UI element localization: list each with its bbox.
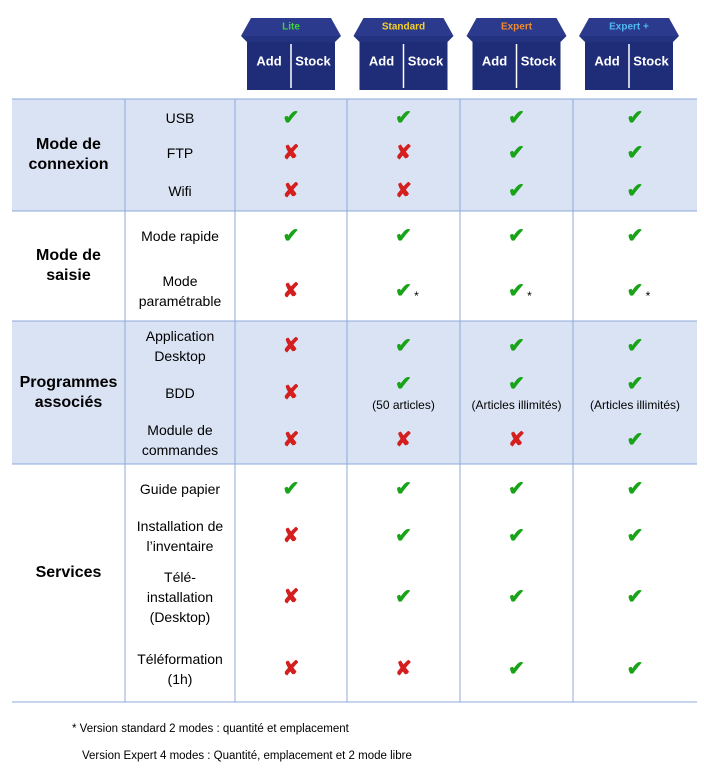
logo-word: Stock bbox=[521, 53, 557, 68]
check-mark: ✔ bbox=[395, 280, 412, 302]
check-mark: ✔ bbox=[626, 478, 644, 500]
box-flap bbox=[466, 36, 567, 42]
box-flap bbox=[579, 36, 679, 42]
check-mark: ✔ bbox=[626, 280, 644, 302]
box-flap bbox=[241, 36, 341, 42]
cross-mark: ✘ bbox=[282, 280, 300, 302]
feature-label: Application Desktop bbox=[145, 328, 215, 364]
cross-mark: ✘ bbox=[282, 586, 300, 608]
logo-word: Add bbox=[369, 53, 394, 68]
feature-label: BDD bbox=[165, 385, 195, 401]
cross-mark: ✘ bbox=[282, 382, 300, 404]
cross-mark: ✘ bbox=[282, 428, 300, 451]
logo-word: Add bbox=[482, 53, 507, 68]
group-title: Services bbox=[35, 564, 102, 581]
group-title: Mode de saisie bbox=[36, 247, 101, 284]
feature-label: Installation de l’inventaire bbox=[136, 518, 224, 554]
check-mark: ✔ bbox=[508, 586, 525, 608]
box-flap bbox=[353, 36, 454, 42]
check-mark: ✔ bbox=[395, 106, 412, 129]
note-asterisk: * bbox=[645, 289, 651, 303]
check-mark: ✔ bbox=[395, 586, 412, 608]
check-mark: ✔ bbox=[626, 179, 644, 202]
check-mark: ✔ bbox=[395, 478, 412, 500]
check-mark: ✔ bbox=[626, 142, 644, 164]
feature-label: Télé- installation (Desktop) bbox=[146, 569, 214, 625]
feature-label: USB bbox=[165, 109, 195, 126]
check-mark: ✔ bbox=[395, 335, 412, 357]
plan-label: Lite bbox=[282, 22, 300, 33]
check-mark: ✔ bbox=[395, 373, 412, 395]
feature-label: Mode paramétrable bbox=[138, 273, 222, 309]
cell-note: (50 articles) bbox=[372, 398, 435, 412]
cross-mark: ✘ bbox=[282, 525, 300, 547]
check-mark: ✔ bbox=[626, 373, 644, 395]
plan-label: Expert bbox=[501, 22, 533, 33]
section-bg bbox=[12, 211, 697, 321]
check-mark: ✔ bbox=[508, 658, 525, 680]
cross-mark: ✘ bbox=[395, 179, 412, 202]
cross-mark: ✘ bbox=[282, 335, 300, 357]
check-mark: ✔ bbox=[282, 106, 300, 129]
check-mark: ✔ bbox=[508, 106, 525, 129]
box-lid bbox=[353, 18, 454, 36]
box-lid bbox=[579, 18, 679, 36]
box-lid bbox=[466, 18, 567, 36]
note-asterisk: * bbox=[527, 289, 532, 303]
section-bg bbox=[12, 99, 697, 211]
logo-word: Stock bbox=[408, 53, 444, 68]
cross-mark: ✘ bbox=[395, 428, 412, 451]
check-mark: ✔ bbox=[626, 428, 644, 451]
cross-mark: ✘ bbox=[508, 428, 525, 451]
check-mark: ✔ bbox=[508, 225, 525, 247]
cross-mark: ✘ bbox=[282, 179, 300, 202]
plan-label: Standard bbox=[382, 22, 425, 33]
logo-word: Add bbox=[594, 53, 619, 68]
check-mark: ✔ bbox=[508, 280, 525, 302]
cross-mark: ✘ bbox=[395, 658, 412, 680]
cross-mark: ✘ bbox=[395, 142, 412, 164]
check-mark: ✔ bbox=[626, 225, 644, 247]
footnote: Version Expert 4 modes : Quantité, empla… bbox=[82, 750, 412, 762]
footnote: * Version standard 2 modes : quantité et… bbox=[72, 723, 349, 735]
feature-label: Guide papier bbox=[139, 481, 221, 497]
check-mark: ✔ bbox=[282, 478, 300, 500]
cell-note: (Articles illimités) bbox=[590, 398, 680, 412]
check-mark: ✔ bbox=[282, 225, 300, 247]
group-title: Programmes associés bbox=[19, 373, 118, 411]
feature-label: Téléformation (1h) bbox=[137, 651, 223, 687]
check-mark: ✔ bbox=[508, 142, 525, 164]
group-title: Mode de connexion bbox=[28, 136, 109, 173]
check-mark: ✔ bbox=[508, 335, 525, 357]
check-mark: ✔ bbox=[508, 525, 525, 547]
check-mark: ✔ bbox=[508, 179, 525, 202]
feature-label: Mode rapide bbox=[141, 228, 219, 244]
feature-label: Module de commandes bbox=[141, 421, 219, 458]
check-mark: ✔ bbox=[626, 335, 644, 357]
feature-label: Wifi bbox=[168, 182, 192, 199]
cross-mark: ✘ bbox=[282, 658, 300, 680]
section-bg bbox=[12, 321, 697, 464]
check-mark: ✔ bbox=[626, 525, 644, 547]
cross-mark: ✘ bbox=[282, 142, 300, 164]
feature-label: FTP bbox=[166, 145, 194, 161]
check-mark: ✔ bbox=[395, 525, 412, 547]
logo-word: Stock bbox=[633, 53, 669, 68]
box-lid bbox=[241, 18, 341, 36]
cell-note: (Articles illimités) bbox=[471, 398, 562, 412]
section-bg bbox=[12, 464, 697, 702]
logo-word: Add bbox=[256, 53, 281, 68]
check-mark: ✔ bbox=[626, 106, 644, 129]
note-asterisk: * bbox=[414, 289, 419, 303]
check-mark: ✔ bbox=[626, 658, 644, 680]
check-mark: ✔ bbox=[508, 478, 525, 500]
logo-word: Stock bbox=[295, 53, 331, 68]
check-mark: ✔ bbox=[508, 373, 525, 395]
check-mark: ✔ bbox=[395, 225, 412, 247]
plan-label: Expert + bbox=[609, 22, 649, 33]
check-mark: ✔ bbox=[626, 586, 644, 608]
